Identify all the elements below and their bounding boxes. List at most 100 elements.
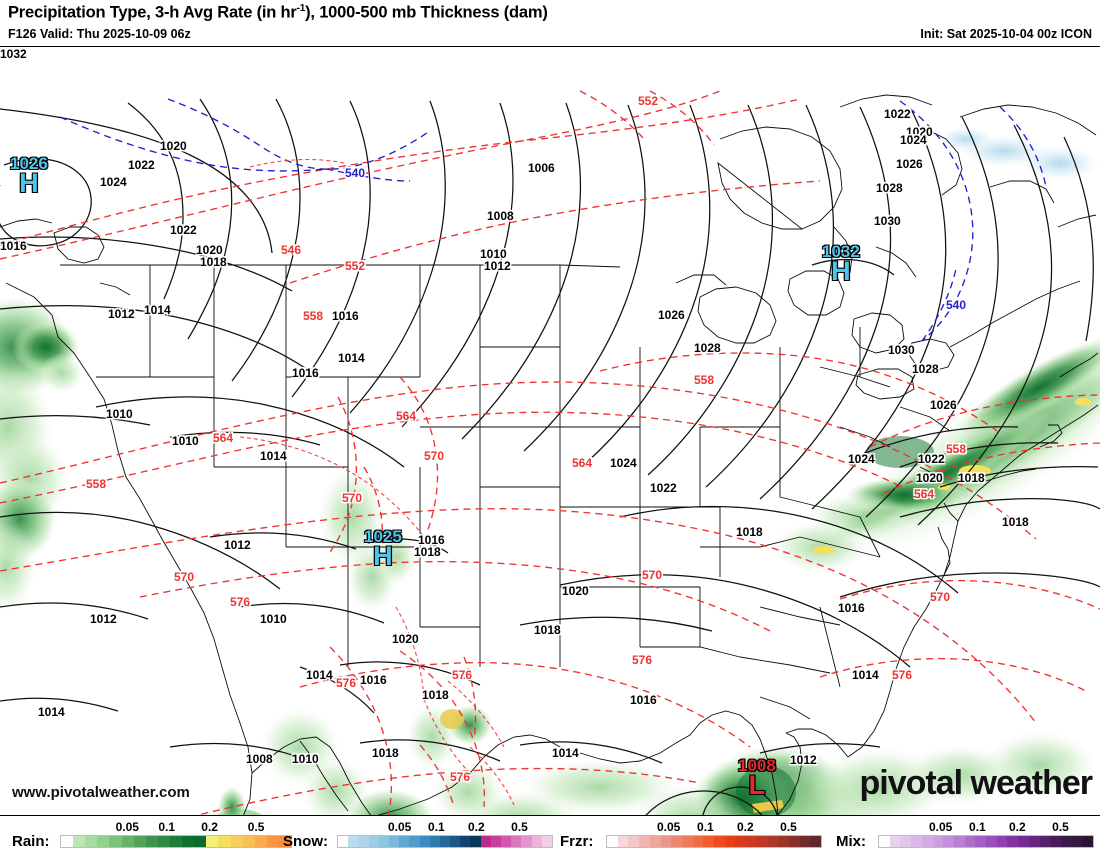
brand-watermark: pivotal weather	[859, 764, 1093, 802]
colorbar-swatches-snow[interactable]	[337, 835, 553, 848]
contour-label: 1016	[630, 693, 657, 707]
colorbar-swatch	[628, 836, 640, 847]
colorbar-group-frzr: Frzr: 0.05 0.1 0.2 0.5	[560, 816, 822, 850]
colorbar-swatch	[921, 836, 933, 847]
colorbar-tick-label: 0.5	[780, 820, 797, 834]
contour-label: 576	[230, 595, 251, 609]
contour-label: 1028	[912, 362, 939, 376]
contour-label: 1022	[170, 223, 197, 237]
colorbar-tick-label: 0.2	[1008, 820, 1026, 834]
colorbar-swatch	[1007, 836, 1019, 847]
colorbar-swatch	[788, 836, 800, 847]
contour-label: 1014	[338, 351, 365, 365]
contour-label: 1010	[106, 407, 133, 421]
contour-label: 558	[946, 442, 967, 456]
contour-label: 552	[638, 94, 659, 108]
colorbar-ticks-mix: 0.05 0.1 0.2 0.5	[878, 820, 1094, 834]
colorbar-swatch	[97, 836, 110, 847]
contour-label: 1014	[552, 746, 579, 760]
contour-label: 1010	[260, 612, 287, 626]
isobar-contours	[0, 98, 1100, 815]
forecast-valid-time: F126 Valid: Thu 2025-10-09 06z	[8, 27, 191, 41]
contour-label: 1022	[650, 481, 677, 495]
colorbar-tick-label: 0.05	[656, 820, 681, 834]
colorbar-swatch	[1060, 836, 1072, 847]
colorbar-swatch	[964, 836, 976, 847]
map-graphics	[0, 90, 1100, 815]
page-title-main: Precipitation Type, 3-h Avg Rate (in hr	[8, 3, 297, 22]
colorbar-swatch	[714, 836, 725, 847]
colorbar-swatch	[756, 836, 768, 847]
model-init-time: Init: Sat 2025-10-04 00z ICON	[920, 27, 1092, 41]
colorbar-swatch	[1082, 836, 1094, 847]
contour-label: 558	[86, 477, 107, 491]
colorbar-swatch	[218, 836, 231, 847]
thickness-contours-cold	[59, 98, 1047, 342]
page-title-tail: ), 1000-500 mb Thickness (dam)	[305, 3, 548, 22]
colorbar-swatch	[692, 836, 704, 847]
colorbar-ticks-snow: 0.05 0.1 0.2 0.5	[337, 820, 553, 834]
contour-label: 1016	[292, 366, 319, 380]
colorbar-swatch	[230, 836, 243, 847]
contour-label: 1014	[306, 668, 333, 682]
colorbar-swatch	[681, 836, 693, 847]
colorbar-swatch	[932, 836, 944, 847]
colorbar-ticks-frzr: 0.05 0.1 0.2 0.5	[606, 820, 822, 834]
contour-label: 1030	[874, 214, 901, 228]
contour-label: 1012	[790, 753, 817, 767]
colorbar-swatch	[900, 836, 912, 847]
contour-label: 1024	[610, 456, 637, 470]
colorbar-swatch	[810, 836, 822, 847]
colorbar-label-mix: Mix:	[836, 833, 866, 850]
colorbar-swatch	[278, 836, 292, 847]
page-title: Precipitation Type, 3-h Avg Rate (in hr-…	[8, 3, 548, 23]
contour-label: 1014	[260, 449, 287, 463]
colorbar-swatch	[182, 836, 195, 847]
colorbar-swatch	[429, 836, 440, 847]
contour-label: 1016	[418, 533, 445, 547]
weather-map-canvas[interactable]: 552 1022 1020 1024 1026 1022 1020 1024 540 1006 10…	[0, 46, 1100, 816]
contour-label: 1012	[90, 612, 117, 626]
colorbar-swatch	[388, 836, 400, 847]
colorbar-swatch	[767, 836, 779, 847]
colorbar-tick-label: 0.5	[1052, 820, 1069, 834]
colorbar-tick-label: 0.2	[201, 820, 218, 834]
contour-label: 1022	[128, 158, 155, 172]
colorbar-swatch	[1028, 836, 1040, 847]
contour-label: 564	[213, 431, 234, 445]
colorbar-swatch	[703, 836, 715, 847]
colorbar-swatch	[206, 836, 219, 847]
colorbar-swatch	[399, 836, 410, 847]
colorbar-swatch	[61, 836, 74, 847]
contour-label: 1010	[292, 752, 319, 766]
contour-label: 546	[281, 243, 302, 257]
colorbar-swatch	[358, 836, 369, 847]
colorbar-swatch	[242, 836, 255, 847]
colorbar-swatch	[1039, 836, 1051, 847]
contour-label: 1016	[360, 673, 387, 687]
contour-label: 1018	[200, 255, 227, 269]
colorbar-swatch	[378, 836, 389, 847]
colorbar-group-mix: Mix: 0.05 0.1 0.2 0.5	[836, 816, 1094, 850]
contour-label: 1024	[100, 175, 127, 189]
contour-label: 564	[572, 456, 593, 470]
colorbar-swatch	[975, 836, 987, 847]
contour-label: 1028	[694, 341, 721, 355]
contour-label: 1018	[534, 623, 561, 637]
colorbar-label-frzr: Frzr:	[560, 833, 594, 850]
colorbar-swatch	[943, 836, 954, 847]
colorbar-swatch	[133, 836, 146, 847]
colorbar-swatch	[746, 836, 757, 847]
contour-label: 1020	[916, 471, 943, 485]
colorbar-ticks-rain: 0.05 0.1 0.2 0.5	[60, 820, 292, 834]
colorbar-swatch	[1071, 836, 1083, 847]
colorbar-tick-label: 0.5	[247, 820, 265, 834]
contour-label: 1018	[958, 471, 985, 485]
colorbar-swatch	[986, 836, 997, 847]
contour-label: 1020	[392, 632, 419, 646]
colorbar-swatches-mix[interactable]	[878, 835, 1094, 848]
contour-label: 1010	[172, 434, 199, 448]
contour-label: 540	[946, 298, 967, 312]
colorbar-swatches-rain[interactable]	[60, 835, 292, 848]
colorbar-swatches-frzr[interactable]	[606, 835, 822, 848]
